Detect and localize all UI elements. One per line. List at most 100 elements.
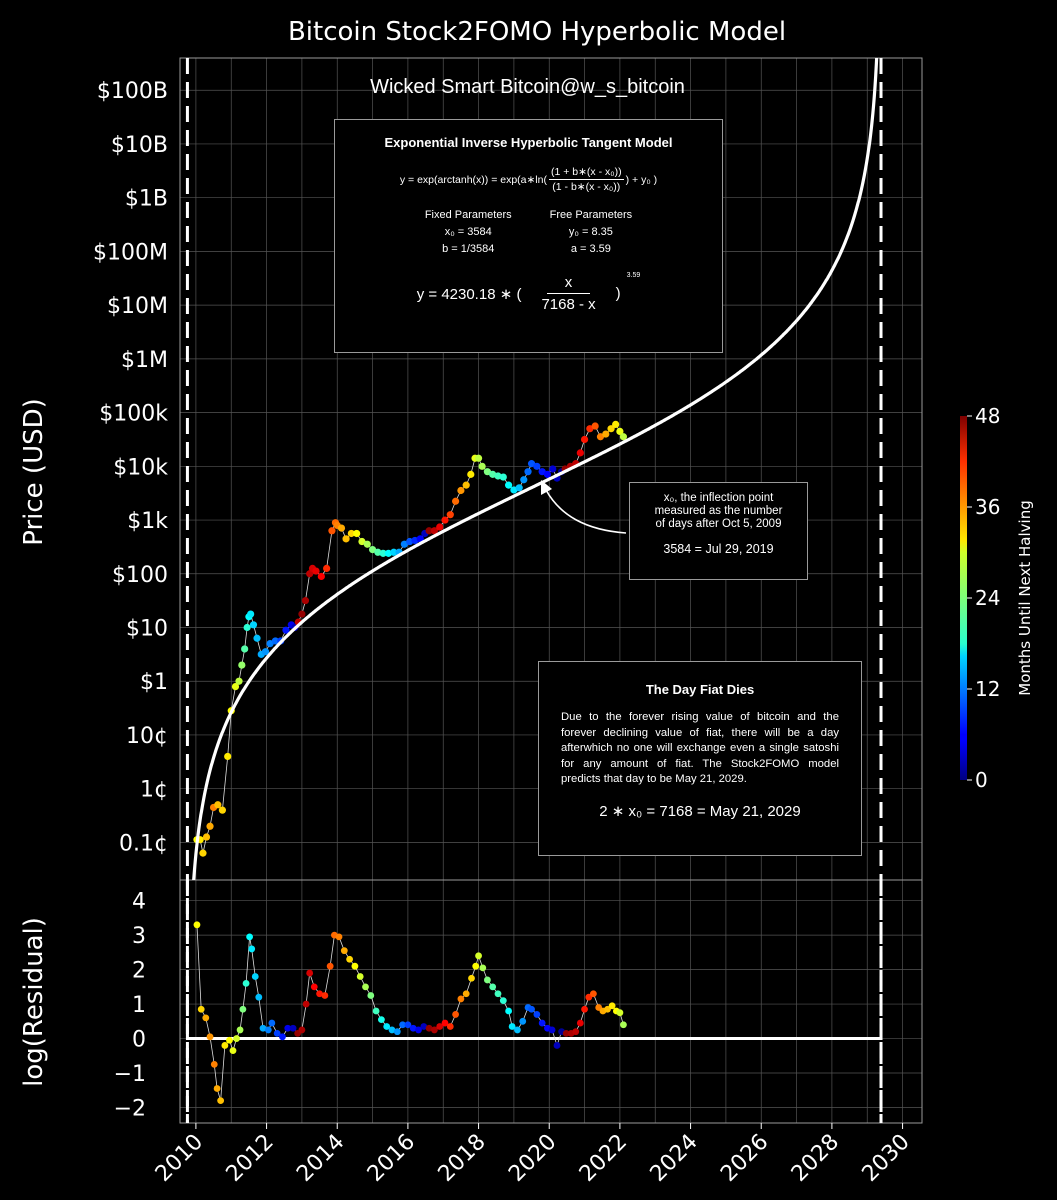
eq-tail: ) + y₀ ): [625, 173, 658, 186]
residual-point: [494, 990, 502, 998]
residual-point: [326, 962, 334, 970]
residual-point: [425, 1024, 433, 1032]
residual-point: [306, 969, 314, 977]
big-eq-fraction: x 7168 - x: [523, 272, 613, 315]
colorbar-tick-label: 0: [975, 768, 988, 792]
price-point: [527, 460, 536, 468]
price-point: [202, 833, 211, 841]
residual-point: [255, 993, 263, 1001]
year-tick-label: 2022: [575, 1130, 632, 1187]
price-point: [483, 468, 491, 476]
residual-point: [553, 1042, 561, 1049]
fiat-box-title: The Day Fiat Dies: [645, 682, 755, 697]
eq-denominator: (1 - b∗(x - x₀)): [552, 181, 621, 193]
price-point: [499, 473, 507, 481]
residual-point: [514, 1026, 521, 1034]
inflection-line-2: measured as the number: [654, 505, 783, 517]
price-point: [328, 527, 336, 535]
residual-point: [616, 1009, 624, 1017]
residual-point: [346, 955, 353, 963]
residual-point: [206, 1033, 214, 1041]
price-point: [602, 430, 610, 438]
parameters: Fixed Parameters x₀ = 3584 b = 1/3584 Fr…: [335, 207, 722, 258]
model-equation: y = exp(arctanh(x)) = exp(a∗ln( (1 + b∗(…: [335, 166, 722, 193]
price-point: [379, 549, 387, 557]
price-point: [298, 610, 306, 618]
price-tick-label: $100M: [93, 240, 168, 265]
free-parameters: Free Parameters y₀ = 8.35 a = 3.59: [550, 207, 633, 258]
residual-point: [399, 1021, 406, 1029]
price-point: [616, 427, 624, 435]
residual-point: [251, 973, 259, 980]
price-point: [457, 486, 465, 495]
price-axis-label: Price (USD): [19, 398, 49, 546]
residual-point: [499, 997, 507, 1005]
price-point: [306, 570, 314, 578]
residual-point: [221, 1042, 229, 1049]
residual-point: [239, 1005, 247, 1013]
residual-point: [202, 1014, 210, 1022]
year-tick-label: 2026: [716, 1130, 773, 1187]
residual-point: [620, 1021, 627, 1029]
residual-point: [264, 1026, 272, 1034]
year-tick-label: 2018: [434, 1130, 491, 1187]
residual-point: [479, 964, 487, 972]
price-point: [271, 637, 279, 645]
residual-point: [420, 1023, 428, 1030]
residual-point: [441, 1019, 449, 1027]
inflection-line-3: of days after Oct 5, 2009: [655, 518, 782, 530]
big-eq-close: ): [615, 285, 621, 302]
year-tick-label: 2030: [858, 1130, 915, 1187]
residual-point: [472, 962, 480, 970]
price-point: [218, 806, 226, 814]
residual-point: [210, 1061, 218, 1068]
residual-point: [590, 990, 597, 998]
residual-point: [446, 1023, 454, 1030]
residual-point: [457, 995, 465, 1003]
price-point: [515, 484, 523, 492]
residual-point: [533, 1011, 541, 1018]
watermark: Wicked Smart Bitcoin@w_s_bitcoin: [370, 76, 685, 98]
price-point: [576, 449, 584, 457]
price-point: [520, 476, 528, 484]
residual-point: [508, 1023, 516, 1030]
price-point: [206, 822, 214, 830]
residual-point: [548, 1026, 556, 1034]
year-tick-label: 2028: [787, 1130, 844, 1187]
colorbar-tick-label: 24: [975, 586, 1000, 610]
price-point: [266, 640, 274, 648]
simplified-equation: y = 4230.18 ∗ ( x 7168 - x ) 3.59: [335, 272, 722, 315]
price-point: [231, 682, 240, 691]
price-point: [549, 465, 557, 473]
price-point: [214, 801, 222, 809]
year-tick-label: 2012: [222, 1130, 279, 1187]
price-point: [199, 849, 207, 857]
free-title: Free Parameters: [549, 209, 633, 221]
residual-point: [279, 1033, 286, 1041]
big-eq-exponent: 3.59: [626, 272, 641, 279]
price-point: [317, 572, 325, 581]
price-point: [358, 537, 366, 546]
bottom-panel-frame: [179, 879, 923, 1124]
price-point: [301, 597, 310, 605]
residual-point: [475, 952, 482, 960]
colorbar-tick-label: 48: [975, 404, 1000, 428]
year-tick-label: 2016: [363, 1130, 420, 1187]
price-point: [390, 548, 398, 556]
price-tick-label: $1M: [121, 348, 168, 373]
big-eq-lead: y = 4230.18 ∗ (: [416, 285, 522, 303]
colorbar-tick-label: 36: [975, 495, 1000, 519]
year-tick-label: 2020: [504, 1130, 561, 1187]
price-point: [505, 481, 513, 489]
price-point: [416, 535, 424, 543]
price-point: [347, 529, 355, 538]
price-tick-label: $10B: [111, 133, 168, 158]
residual-point: [378, 1016, 385, 1023]
residual-point: [462, 990, 470, 998]
price-point: [235, 677, 243, 685]
residual-point: [246, 933, 254, 941]
residual-point: [362, 983, 369, 991]
price-point: [430, 527, 438, 535]
residual-point: [289, 1024, 297, 1032]
price-point: [524, 468, 532, 476]
